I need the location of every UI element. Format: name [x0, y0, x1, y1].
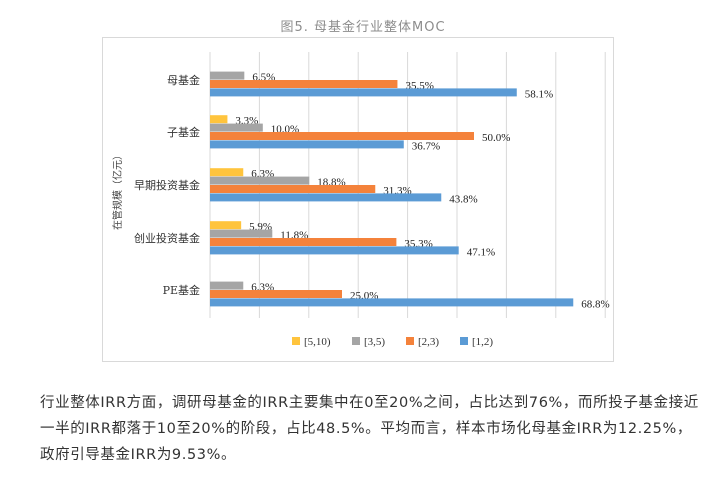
bar [210, 221, 242, 230]
category-label: 早期投资基金 [134, 178, 200, 192]
chart-frame [102, 37, 614, 362]
bar [210, 298, 574, 307]
legend-label: [3,5) [364, 336, 385, 348]
legend-label: [2,3) [418, 336, 439, 348]
category-label: 子基金 [167, 125, 200, 139]
legend-swatch [460, 337, 468, 345]
bar [210, 281, 244, 290]
bar [210, 80, 398, 88]
bar [210, 140, 404, 149]
category-label: 创业投资基金 [134, 231, 200, 245]
legend-swatch [292, 337, 300, 345]
category-label: PE基金 [163, 283, 200, 297]
body-paragraph: 行业整体IRR方面，调研母基金的IRR主要集中在0至20%之间，占比达到76%，… [40, 395, 699, 463]
bar [210, 229, 273, 238]
bar [210, 115, 228, 124]
y-axis-label: 在管规模（亿元） [111, 150, 124, 230]
data-label: 43.8% [449, 193, 477, 205]
legend-swatch [352, 337, 360, 345]
bar [210, 185, 376, 193]
category-label: 母基金 [167, 73, 200, 87]
legend-label: [5,10) [304, 336, 331, 348]
bar [210, 246, 459, 255]
bar [210, 193, 442, 202]
bar-chart: 母基金 6.5%35.5%58.1%子基金3.3%10.0%50.0%36.7%早… [111, 52, 610, 348]
bar [210, 290, 342, 298]
bar [210, 123, 263, 132]
legend-label: [1,2) [472, 336, 493, 348]
bar [210, 88, 517, 97]
legend-swatch [406, 337, 414, 345]
data-label: 58.1% [525, 88, 553, 100]
chart-title: 图5. 母基金行业整体MOC [280, 20, 446, 35]
data-label: 50.0% [482, 132, 510, 144]
bar [210, 132, 474, 140]
bar [210, 71, 245, 80]
bar [210, 168, 244, 177]
bar [210, 238, 397, 246]
data-label: 47.1% [467, 246, 495, 258]
bar [210, 176, 310, 185]
data-label: 36.7% [412, 140, 440, 152]
data-label: 68.8% [581, 298, 609, 310]
